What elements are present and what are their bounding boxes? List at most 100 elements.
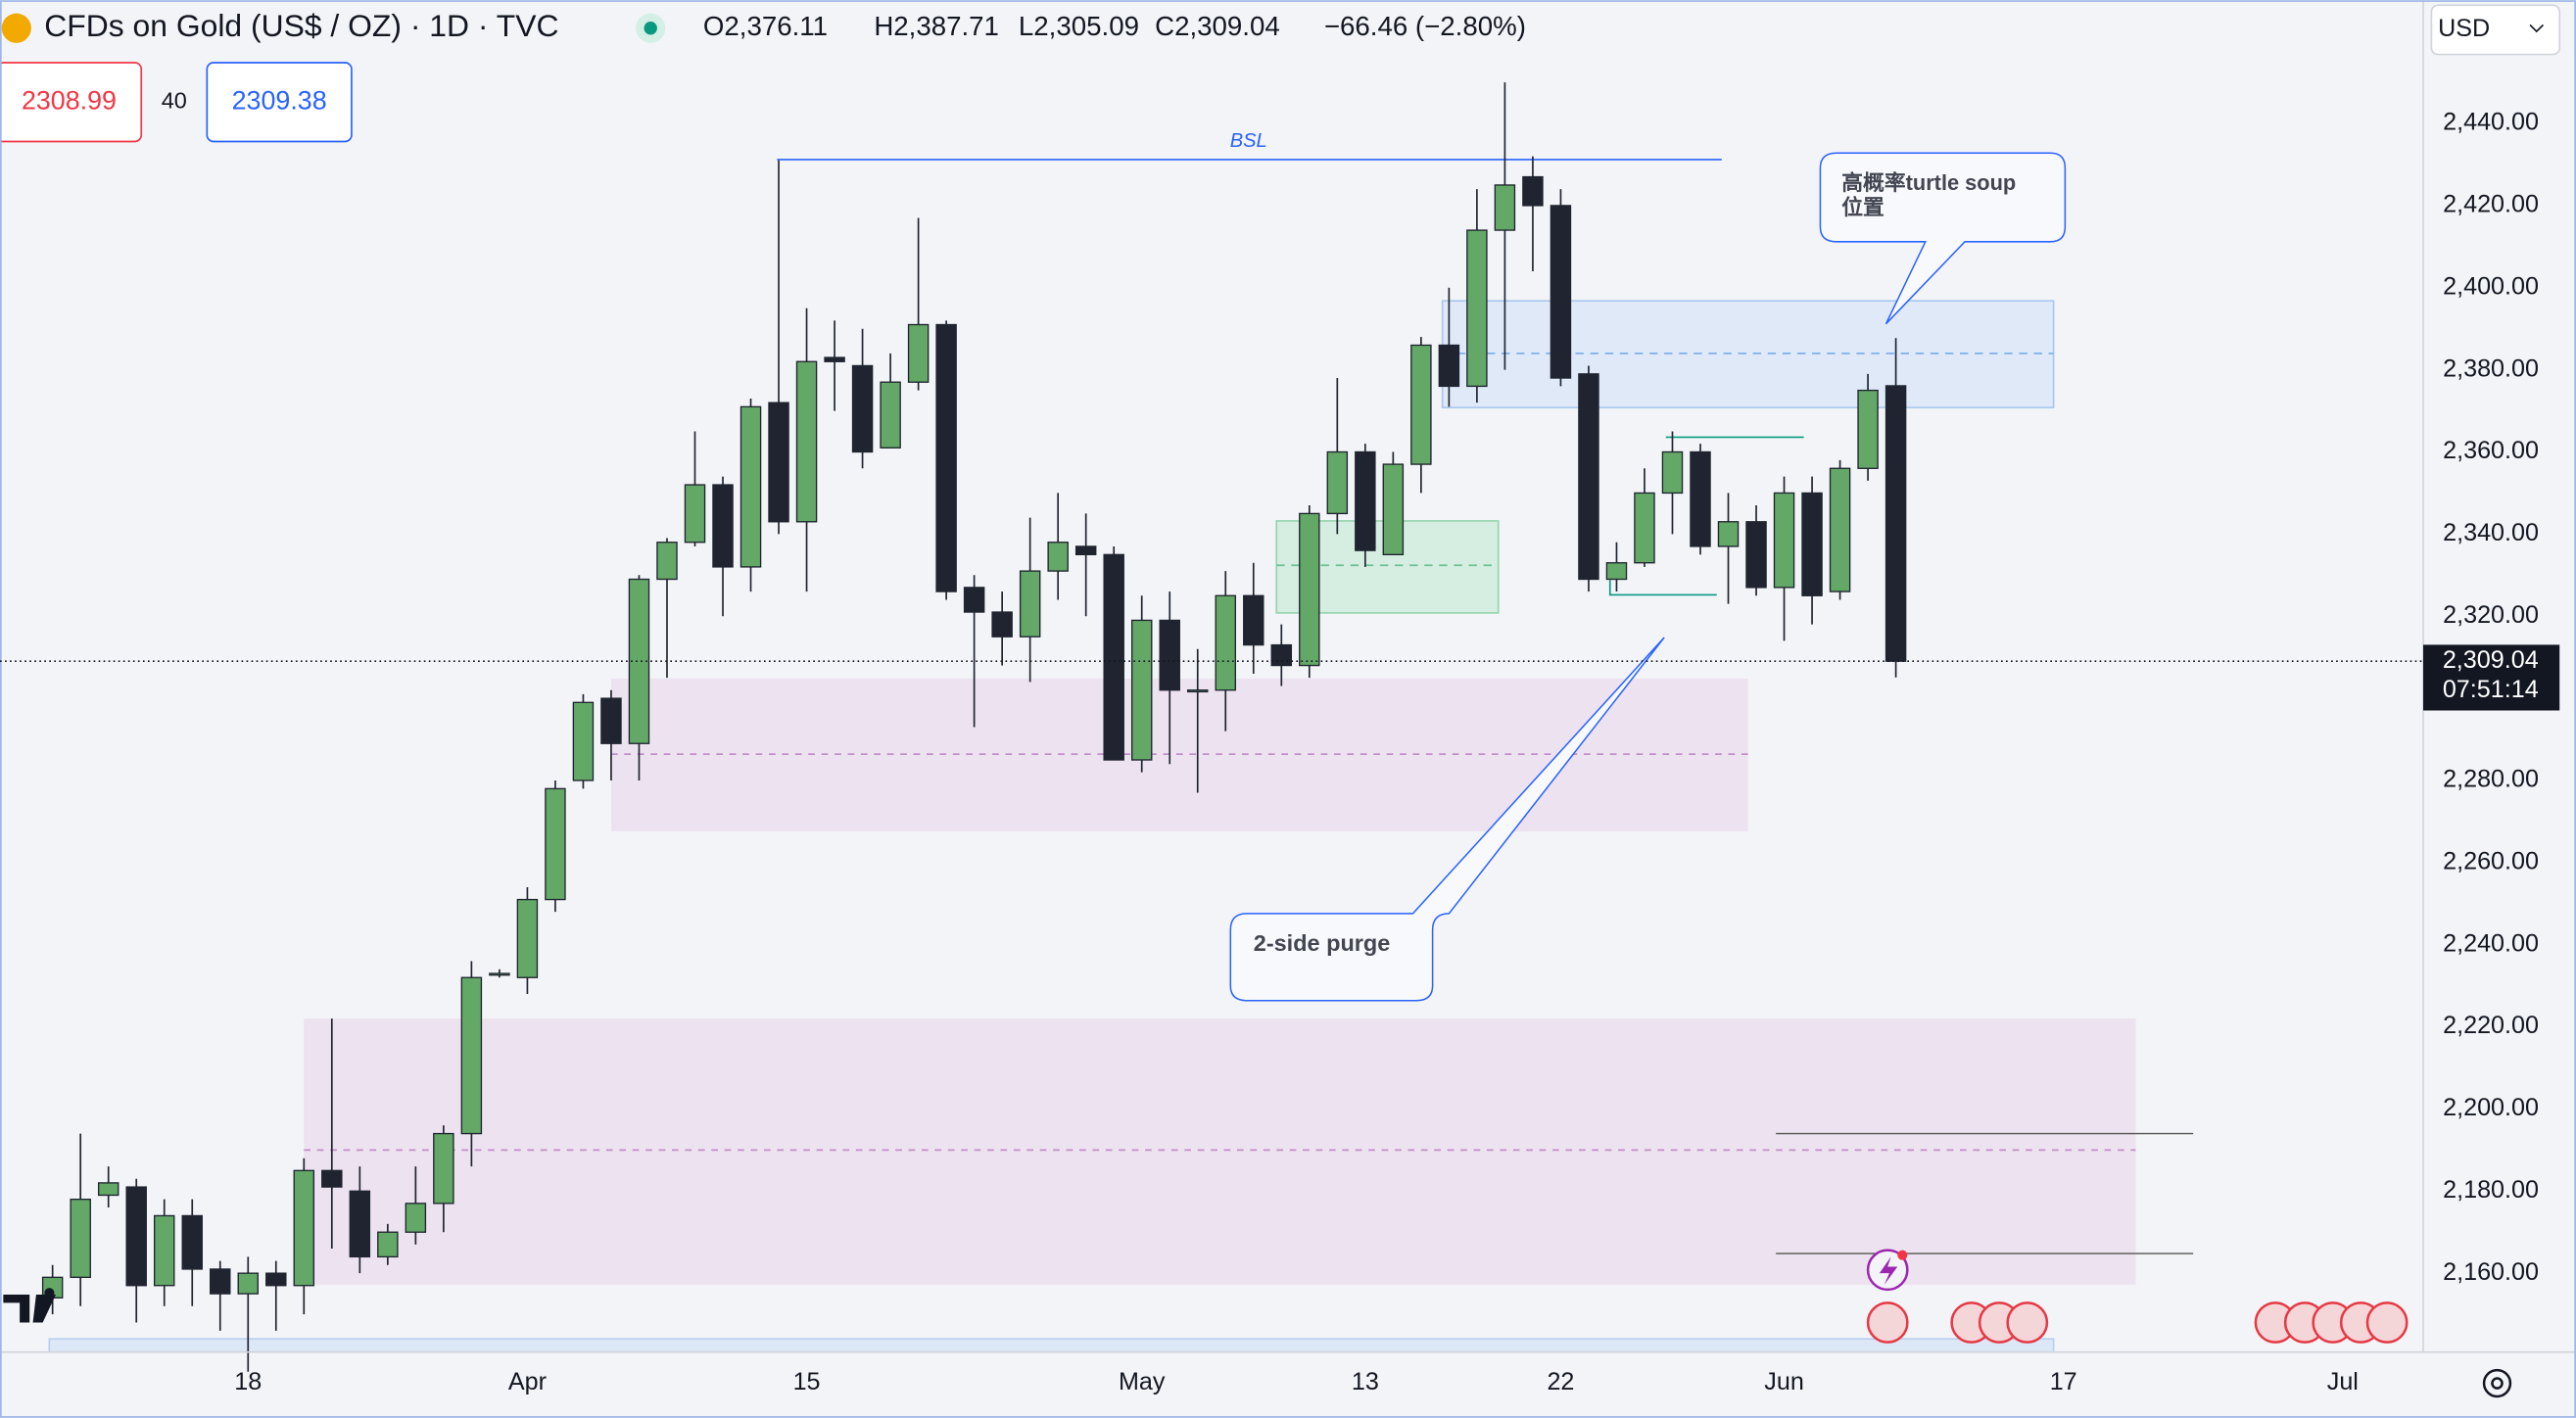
candle-body (1466, 229, 1488, 388)
candle-body (1019, 570, 1041, 638)
candle-body (153, 1214, 175, 1287)
candle-body (321, 1169, 343, 1188)
candle-body (377, 1231, 399, 1258)
spread: 40 (162, 87, 187, 113)
candle-body (1522, 175, 1544, 207)
candle-body (1438, 344, 1460, 388)
status (644, 22, 657, 35)
callout (1229, 637, 1665, 1002)
event-icon-glyph (1879, 1256, 1898, 1285)
candle-body (1159, 619, 1180, 691)
candle-body (684, 484, 706, 544)
currency: USD (2438, 15, 2490, 42)
sell-button[interactable] (0, 62, 143, 143)
candle-body (1773, 492, 1795, 589)
y-tick-label: 2,420.00 (2443, 191, 2539, 218)
countdown: 07:51:14 (2443, 676, 2539, 703)
tv-logo[interactable] (3, 1288, 57, 1323)
candle-body (1661, 450, 1684, 495)
buy-button[interactable] (206, 62, 353, 143)
candle-body (1270, 643, 1293, 667)
ohlc-close: C2,309.04 (1155, 11, 1280, 41)
y-tick-label: 2,220.00 (2443, 1012, 2539, 1039)
candle-body (1326, 450, 1349, 515)
price-label: 2,309.04 (2443, 646, 2539, 674)
candle-body (489, 972, 510, 976)
callout-text: 高概率turtle soup (1841, 170, 2016, 195)
y-tick-label: 2,360.00 (2443, 437, 2539, 464)
candle-body (795, 360, 818, 523)
currency-button[interactable] (2430, 4, 2561, 56)
candle-body (907, 323, 930, 383)
candle-body (1187, 689, 1209, 693)
candle-body (237, 1272, 260, 1295)
candle-body (768, 402, 789, 523)
buy-price: 2309.38 (232, 85, 327, 115)
y-tick-label: 2,380.00 (2443, 354, 2539, 382)
candle-body (1215, 594, 1236, 691)
y-tick-label: 2,320.00 (2443, 601, 2539, 629)
candle-body (545, 787, 566, 901)
candle-body (1243, 594, 1264, 646)
candle-body (1829, 467, 1851, 592)
candle-body (824, 356, 845, 362)
candle-body (712, 484, 734, 568)
candle-body (963, 587, 985, 613)
candle-body (935, 323, 957, 592)
candle-body (210, 1268, 231, 1295)
currency-caret (2529, 24, 2545, 33)
x-tick-label: 22 (1547, 1368, 1574, 1395)
x-tick-label: Jul (2327, 1368, 2359, 1395)
y-tick-label: 2,160.00 (2443, 1258, 2539, 1286)
candle-body (1103, 553, 1124, 761)
candle-body (349, 1190, 371, 1258)
candle-body (991, 611, 1013, 638)
y-tick-label: 2,240.00 (2443, 929, 2539, 957)
x-tick-label: May (1119, 1368, 1166, 1395)
callout-text: 2-side purge (1254, 930, 1391, 956)
candle-body (1299, 512, 1320, 667)
y-tick-label: 2,440.00 (2443, 109, 2539, 136)
candle-body (405, 1203, 427, 1233)
candle-body (1690, 450, 1711, 547)
candle-body (70, 1199, 91, 1279)
flags[interactable] (1866, 1301, 2409, 1344)
candle-body (1884, 385, 1907, 662)
symbol-logo (1, 13, 31, 43)
price-label-box (2423, 644, 2560, 711)
candle-body (1745, 521, 1767, 589)
candle-body (880, 381, 901, 449)
sell-price: 2308.99 (22, 85, 117, 115)
candle-body (1605, 562, 1628, 581)
y-tick-label: 2,260.00 (2443, 847, 2539, 874)
candle-body (97, 1182, 119, 1197)
y-tick-label: 2,340.00 (2443, 519, 2539, 546)
x-tick-label: 17 (2050, 1368, 2077, 1395)
candle-body (1634, 492, 1655, 564)
candle-body (851, 364, 874, 453)
y-tick-label: 2,280.00 (2443, 766, 2539, 793)
candle-body (1578, 373, 1599, 581)
candle-body (1494, 184, 1516, 231)
candle-body (739, 405, 762, 568)
x-tick-label: 15 (793, 1368, 821, 1395)
y-tick-label: 2,200.00 (2443, 1094, 2539, 1121)
x-tick-label: Apr (508, 1368, 547, 1395)
candle-body (1382, 463, 1405, 556)
callout (1819, 152, 2067, 325)
candle-body (1130, 619, 1153, 761)
y-tick-label: 2,400.00 (2443, 272, 2539, 300)
symbol-title[interactable]: CFDs on Gold (US$ / OZ) · 1D · TVC (44, 8, 558, 43)
candle-body (1801, 492, 1823, 596)
candle-body (433, 1132, 454, 1205)
candle-body (460, 976, 483, 1135)
candle-body (181, 1214, 203, 1270)
candle-body (1857, 389, 1879, 469)
settings-icon[interactable] (2482, 1368, 2512, 1398)
ohlc-open: O2,376.11 (703, 11, 828, 41)
candle-body (1550, 205, 1572, 379)
blue-zone (48, 1338, 2055, 1353)
level-line (1608, 580, 1717, 596)
